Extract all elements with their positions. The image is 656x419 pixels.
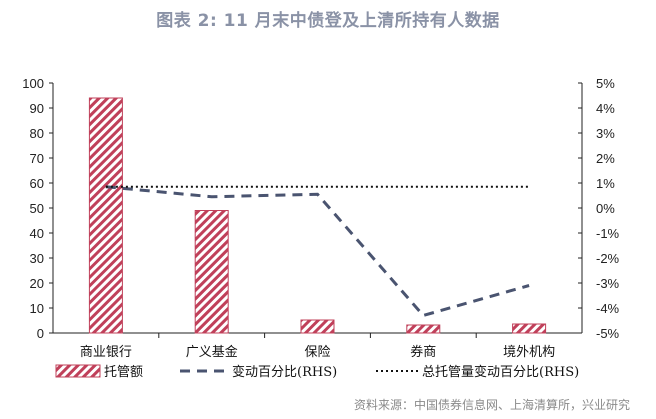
right-tick-label: -4% xyxy=(596,301,620,316)
chart-title: 图表 2: 11 月末中债登及上清所持有人数据 xyxy=(156,11,500,31)
left-tick-label: 80 xyxy=(30,126,44,141)
right-tick-label: 2% xyxy=(596,151,615,166)
category-labels: 商业银行 广义基金 保险 券商 境外机构 xyxy=(80,344,555,360)
left-tick-label: 0 xyxy=(37,326,44,341)
left-tick-label: 70 xyxy=(30,151,44,166)
category-label: 商业银行 xyxy=(80,345,132,360)
left-tick-label: 100 xyxy=(22,76,44,91)
right-tick-label: -5% xyxy=(596,326,620,341)
line-series xyxy=(105,185,530,318)
right-tick-label: 4% xyxy=(596,101,615,116)
left-tick-label: 90 xyxy=(30,101,44,116)
right-tick-label: -2% xyxy=(596,251,620,266)
legend-bar-swatch xyxy=(55,364,101,378)
bar xyxy=(406,324,441,334)
bar xyxy=(300,319,335,334)
axes: 0 10 20 30 40 50 60 70 80 90 100 -5% -4% -3% -2% -1% 0% 1… xyxy=(22,76,619,341)
right-tick-label: -3% xyxy=(596,276,620,291)
dashed-change-line xyxy=(105,185,530,318)
legend-dashed-label: 变动百分比(RHS) xyxy=(232,364,337,380)
legend-bar-label: 托管额 xyxy=(104,365,143,380)
bar xyxy=(512,323,547,334)
right-tick-label: 3% xyxy=(596,126,615,141)
bar xyxy=(88,97,123,334)
category-label: 境外机构 xyxy=(503,345,555,360)
left-tick-label: 10 xyxy=(30,301,44,316)
left-tick-label: 30 xyxy=(30,251,44,266)
left-tick-label: 20 xyxy=(30,276,44,291)
left-tick-label: 40 xyxy=(30,226,44,241)
right-tick-label: 5% xyxy=(596,76,615,91)
left-tick-label: 50 xyxy=(30,201,44,216)
right-tick-label: 1% xyxy=(596,176,615,191)
category-label: 券商 xyxy=(410,344,436,360)
right-tick-label: -1% xyxy=(596,226,620,241)
bar xyxy=(194,210,229,334)
right-tick-label: 0% xyxy=(596,201,615,216)
source-note: 资料来源：中国债券信息网、上海清算所，兴业研究 xyxy=(353,398,630,412)
legend-dotted-label: 总托管量变动百分比(RHS) xyxy=(422,364,579,380)
left-tick-label: 60 xyxy=(30,176,44,191)
category-label: 保险 xyxy=(304,345,330,360)
bar-series xyxy=(88,97,547,334)
legend: 托管额 变动百分比(RHS) 总托管量变动百分比(RHS) xyxy=(55,364,579,380)
category-label: 广义基金 xyxy=(186,344,238,360)
